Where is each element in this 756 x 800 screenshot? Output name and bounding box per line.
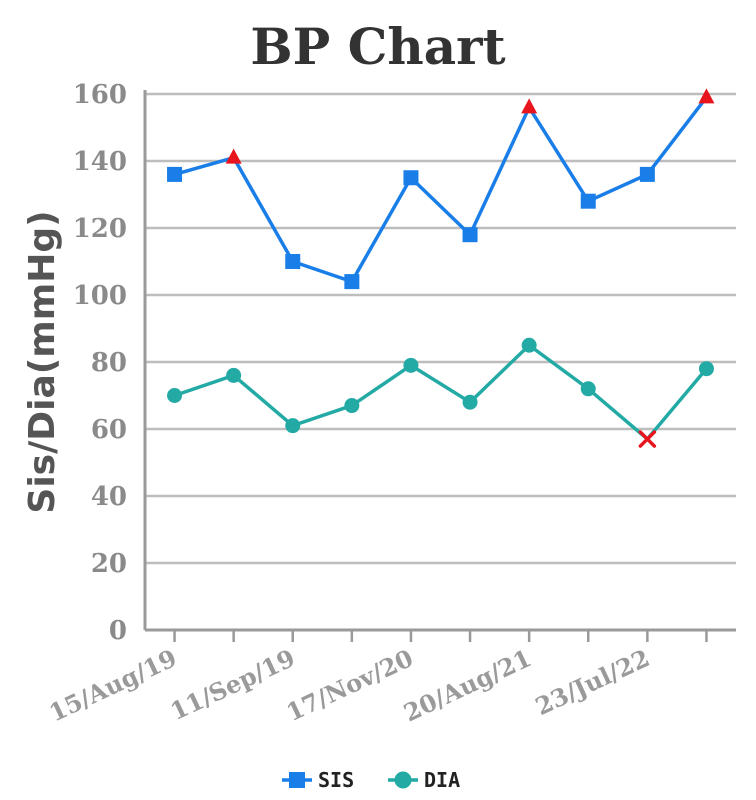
y-axis-label: Sis/Dia(mmHg) — [22, 210, 63, 513]
x-tick-label: 20/Aug/21 — [399, 643, 536, 727]
series-sis — [167, 88, 715, 290]
legend-square-marker — [289, 772, 305, 788]
series-dia — [167, 337, 714, 448]
y-tick-label: 160 — [73, 80, 127, 110]
alert-point-sis[interactable] — [521, 98, 538, 114]
y-axis-ticks: 0 20 40 60 80 100 120 140 160 — [73, 80, 127, 646]
data-point-sis[interactable] — [167, 166, 183, 182]
alert-point-sis[interactable] — [698, 88, 715, 104]
series-line-dia — [173, 343, 708, 441]
y-tick-label: 100 — [73, 281, 127, 311]
x-axis-ticks: 15/Aug/1911/Sep/1917/Nov/2020/Aug/2123/J… — [44, 630, 708, 727]
series-layer — [167, 88, 715, 448]
legend[interactable]: SIS DIA — [282, 768, 460, 792]
y-tick-label: 20 — [91, 549, 127, 579]
x-tick-label: 17/Nov/20 — [282, 643, 418, 727]
legend-item-dia[interactable]: DIA — [388, 768, 460, 792]
x-tick-label: 15/Aug/19 — [44, 643, 181, 727]
legend-label: DIA — [424, 768, 460, 792]
data-point-dia[interactable] — [521, 337, 537, 353]
data-point-dia[interactable] — [580, 381, 596, 397]
y-tick-label: 80 — [91, 348, 127, 378]
axes — [143, 90, 736, 632]
data-point-sis[interactable] — [403, 170, 419, 186]
data-point-dia[interactable] — [226, 367, 242, 383]
x-tick-label: 11/Sep/19 — [166, 643, 299, 726]
data-point-dia[interactable] — [344, 398, 360, 414]
series-line-sis — [174, 96, 708, 284]
data-point-sis[interactable] — [580, 193, 596, 209]
data-point-dia[interactable] — [403, 357, 419, 373]
data-point-sis[interactable] — [462, 227, 478, 243]
gridlines — [145, 92, 736, 565]
data-point-dia[interactable] — [462, 394, 478, 410]
y-tick-label: 140 — [73, 147, 127, 177]
chart-title: BP Chart — [250, 17, 505, 76]
data-point-sis[interactable] — [344, 274, 360, 290]
y-tick-label: 60 — [91, 415, 127, 445]
data-point-sis[interactable] — [285, 254, 301, 269]
data-point-dia[interactable] — [698, 361, 714, 377]
y-tick-label: 120 — [73, 214, 127, 244]
legend-label: SIS — [318, 768, 354, 792]
y-tick-label: 0 — [109, 616, 127, 646]
alert-point-dia[interactable] — [638, 430, 657, 448]
data-point-dia[interactable] — [285, 418, 301, 434]
data-point-sis[interactable] — [639, 166, 655, 182]
alert-point-sis[interactable] — [225, 148, 242, 164]
data-point-dia[interactable] — [167, 388, 183, 403]
y-tick-label: 40 — [91, 482, 127, 512]
legend-item-sis[interactable]: SIS — [282, 768, 354, 792]
x-tick-label: 23/Jul/22 — [531, 643, 654, 721]
legend-circle-marker — [394, 771, 412, 789]
